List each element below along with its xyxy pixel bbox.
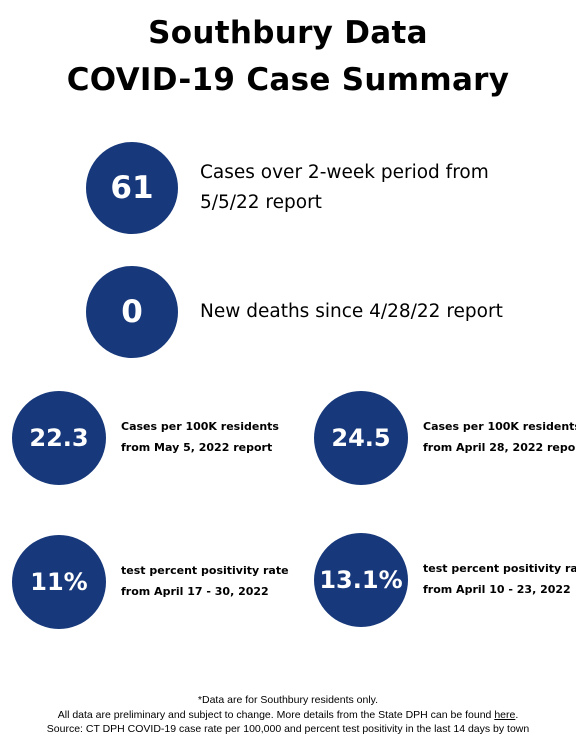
cases-label: Cases over 2-week period from 5/5/22 rep…: [200, 158, 489, 218]
positivity-current-label-line2: from April 17 - 30, 2022: [121, 585, 269, 598]
positivity-current-circle: 11%: [12, 535, 106, 629]
cases-label-line1: Cases over 2-week period from: [200, 162, 489, 183]
footer-line2-suffix: .: [515, 708, 519, 721]
dph-details-link[interactable]: here: [494, 708, 516, 721]
cases-circle: 61: [86, 142, 178, 234]
rate-current-label-line1: Cases per 100K residents: [121, 420, 279, 433]
rate-previous-label: Cases per 100K residents from April 28, …: [423, 416, 576, 458]
cases-value: 61: [110, 170, 154, 206]
footer-line1: *Data are for Southbury residents only.: [197, 694, 379, 706]
positivity-previous-circle: 13.1%: [314, 533, 408, 627]
positivity-current-label-line1: test percent positivity rate: [121, 564, 289, 577]
rate-current-label-line2: from May 5, 2022 report: [121, 441, 273, 454]
footer-line3: Source: CT DPH COVID-19 case rate per 10…: [46, 723, 530, 735]
rate-previous-circle: 24.5: [314, 391, 408, 485]
positivity-previous-value: 13.1%: [319, 566, 403, 594]
positivity-previous-label-line1: test percent positivity rate: [423, 562, 576, 575]
page-title-line2: COVID-19 Case Summary: [66, 62, 510, 98]
footer-line2: All data are preliminary and subject to …: [0, 708, 576, 723]
positivity-current-value: 11%: [30, 568, 88, 596]
page-title-line1: Southbury Data: [148, 15, 428, 51]
cases-label-line2: 5/5/22 report: [200, 192, 322, 213]
rate-current-circle: 22.3: [12, 391, 106, 485]
rate-previous-value: 24.5: [331, 424, 391, 452]
rate-current-label: Cases per 100K residents from May 5, 202…: [121, 416, 279, 458]
footer-line2-text: All data are preliminary and subject to …: [57, 708, 495, 721]
positivity-current-label: test percent positivity rate from April …: [121, 560, 289, 602]
rate-previous-label-line1: Cases per 100K residents: [423, 420, 576, 433]
deaths-label: New deaths since 4/28/22 report: [200, 301, 503, 322]
rate-current-value: 22.3: [29, 424, 89, 452]
rate-previous-label-line2: from April 28, 2022 report: [423, 441, 576, 454]
positivity-previous-label: test percent positivity rate from April …: [423, 558, 576, 600]
deaths-value: 0: [121, 294, 143, 330]
positivity-previous-label-line2: from April 10 - 23, 2022: [423, 583, 571, 596]
footer-notes: *Data are for Southbury residents only. …: [0, 693, 576, 737]
deaths-circle: 0: [86, 266, 178, 358]
